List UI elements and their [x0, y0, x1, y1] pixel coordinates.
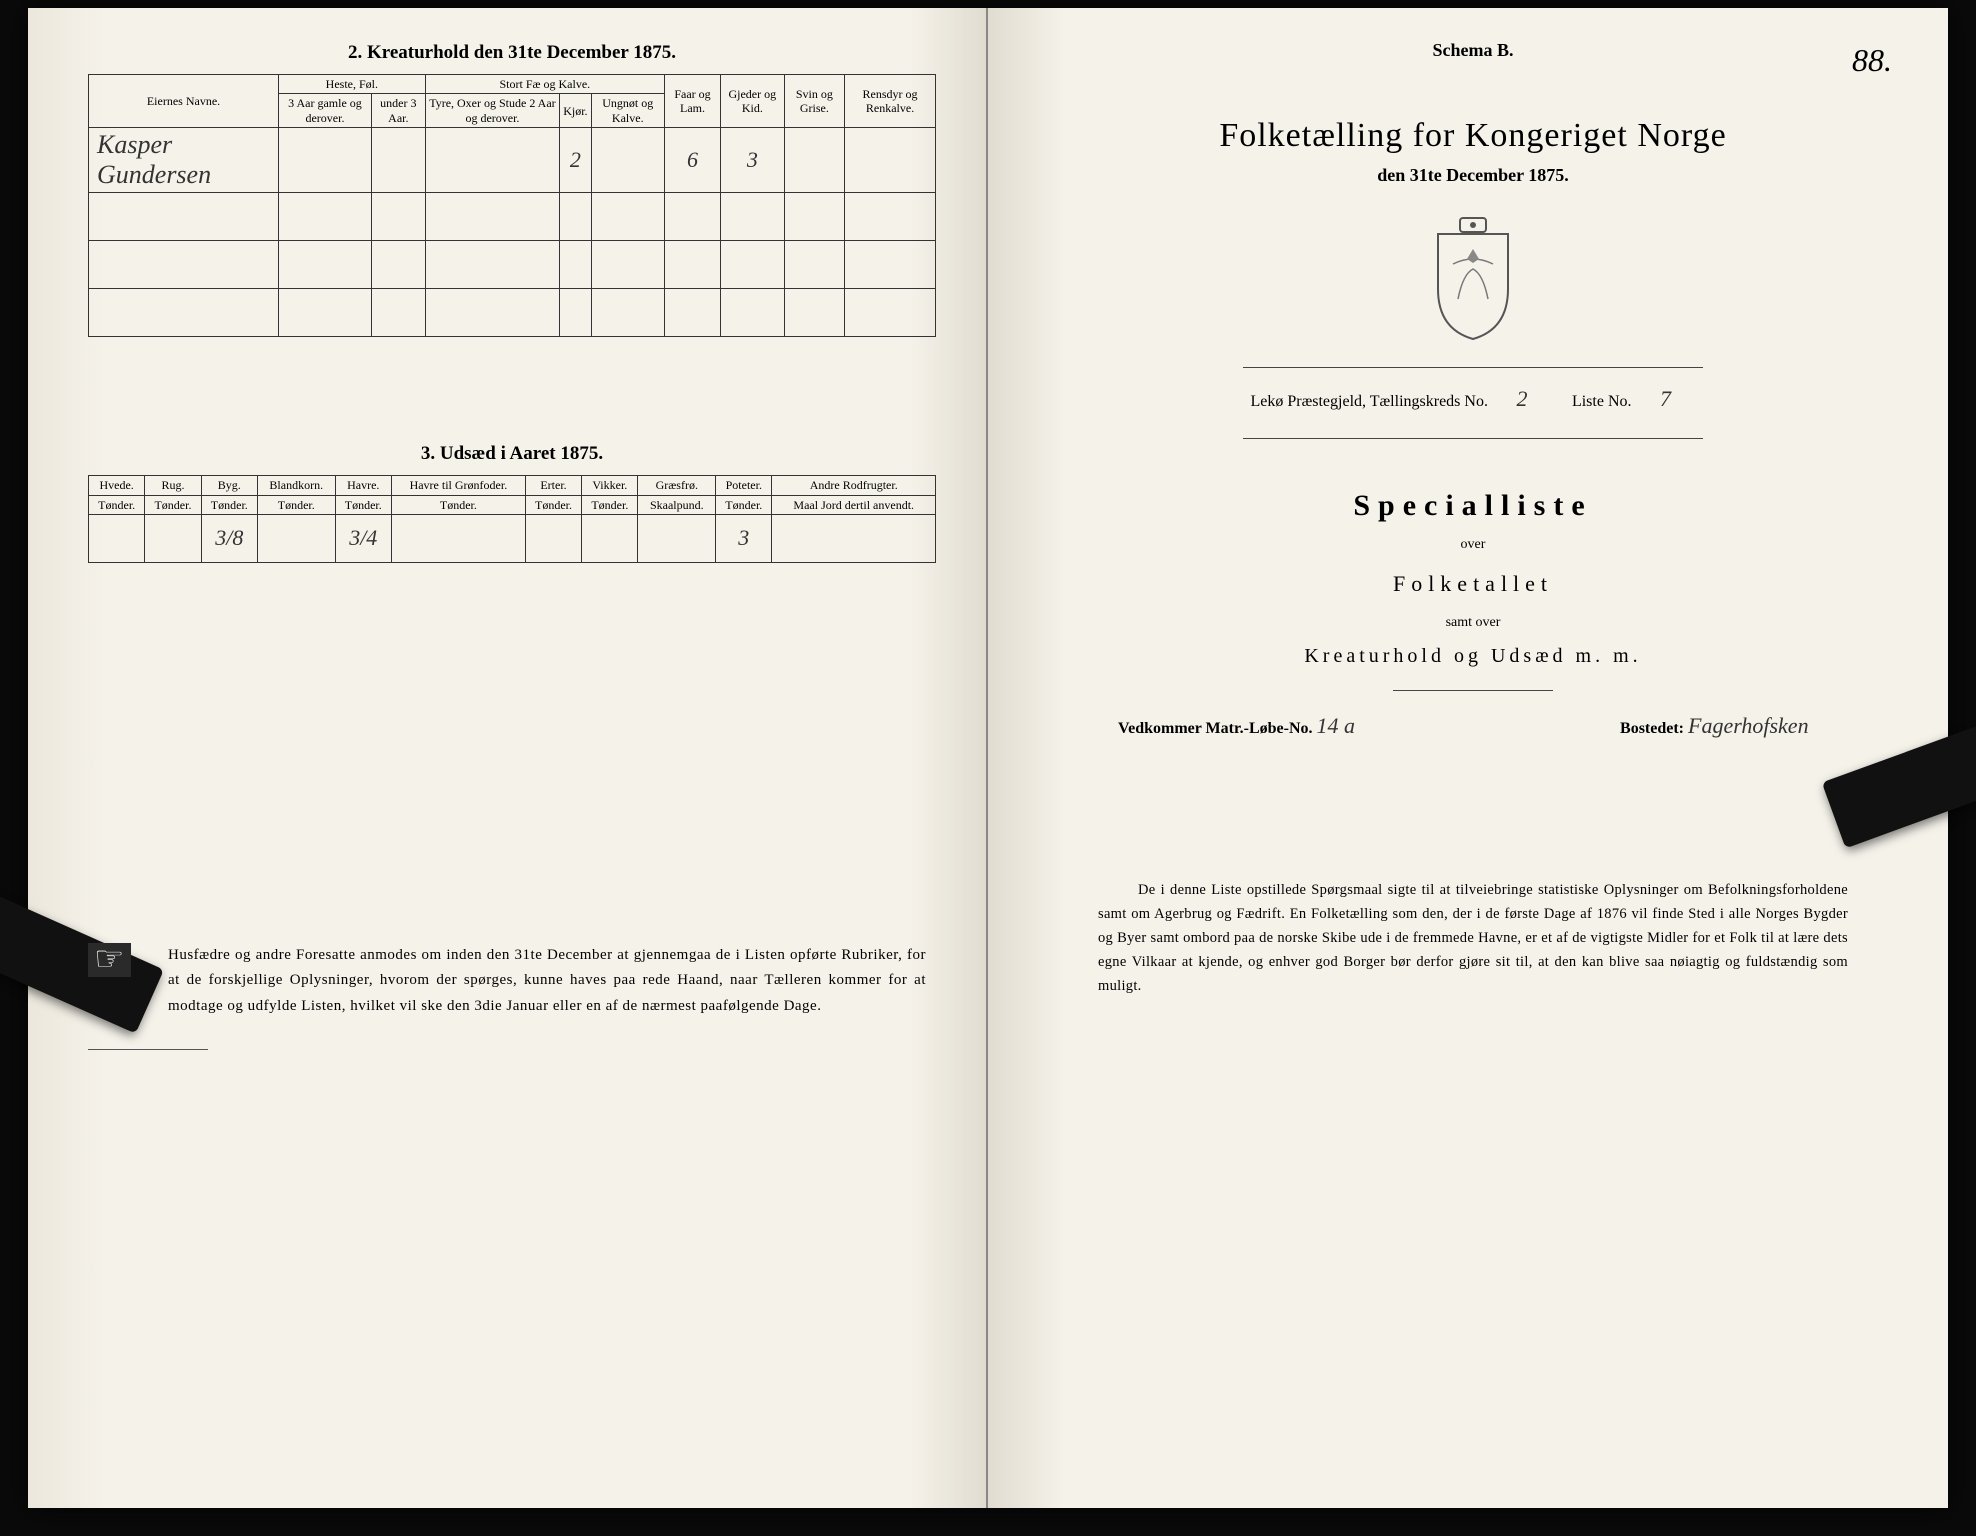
vedkommer-line: Vedkommer Matr.-Løbe-No. 14 a Bostedet: …: [1118, 713, 1828, 739]
seed-sub-3: Tønder.: [257, 495, 335, 514]
col-sheep: Faar og Lam.: [664, 75, 720, 128]
col-group-cattle: Stort Fæ og Kalve.: [425, 75, 664, 94]
seed-sub-8: Skaalpund.: [638, 495, 716, 514]
seed-sub-6: Tønder.: [525, 495, 581, 514]
col-owner: Eiernes Navne.: [89, 75, 279, 128]
samt-label: samt over: [1058, 615, 1888, 631]
col-goat: Gjeder og Kid.: [721, 75, 785, 128]
folketallet-heading: Folketallet: [1058, 571, 1888, 597]
seed-col-4: Havre.: [335, 476, 391, 495]
col-c1: Tyre, Oxer og Stude 2 Aar og derover.: [425, 94, 560, 128]
right-footnote: De i denne Liste opstillede Spørgsmaal s…: [1098, 879, 1848, 999]
divider: [1243, 367, 1703, 368]
footnote-text: Husfædre og andre Foresatte anmodes om i…: [168, 947, 926, 1014]
section3-title: 3. Udsæd i Aaret 1875.: [88, 443, 936, 465]
table-row: Kasper Gundersen 2 6 3: [89, 128, 936, 193]
pointing-hand-icon: ☞: [88, 943, 131, 977]
col-pig: Svin og Grise.: [784, 75, 845, 128]
seed-col-9: Poteter.: [716, 476, 772, 495]
bostedet-label: Bostedet:: [1620, 720, 1684, 737]
coat-of-arms-icon: [1058, 214, 1888, 349]
section2-title: 2. Kreaturhold den 31te December 1875.: [88, 42, 936, 64]
col-c3: Ungnøt og Kalve.: [591, 94, 664, 128]
sheep-cell: 6: [664, 128, 720, 193]
seed-sub-0: Tønder.: [89, 495, 145, 514]
seed-sub-7: Tønder.: [582, 495, 638, 514]
liste-no: 7: [1646, 386, 1686, 412]
vedk-label: Vedkommer Matr.-Løbe-No.: [1118, 720, 1313, 737]
specialliste-heading: Specialliste: [1058, 489, 1888, 523]
seed-col-7: Vikker.: [582, 476, 638, 495]
matr-no: 14 a: [1317, 713, 1457, 739]
divider: [88, 1049, 208, 1050]
page-holder-right: [1822, 718, 1976, 849]
seed-sub-10: Maal Jord dertil anvendt.: [772, 495, 936, 514]
seed-col-3: Blandkorn.: [257, 476, 335, 495]
byg-cell: 3/8: [201, 514, 257, 562]
table-row: [89, 241, 936, 289]
col-rein: Rensdyr og Renkalve.: [845, 75, 936, 128]
col-group-horse: Heste, Føl.: [279, 75, 426, 94]
seed-sub-9: Tønder.: [716, 495, 772, 514]
havre-cell: 3/4: [335, 514, 391, 562]
parish-line: Lekø Præstegjeld, Tællingskreds No. 2 Li…: [1058, 386, 1888, 412]
col-h2: under 3 Aar.: [371, 94, 425, 128]
schema-label: Schema B.: [1058, 40, 1888, 61]
seed-table: Hvede. Rug. Byg. Blandkorn. Havre. Havre…: [88, 475, 936, 563]
seed-sub-1: Tønder.: [145, 495, 201, 514]
main-title: Folketælling for Kongeriget Norge: [1058, 117, 1888, 155]
liste-label: Liste No.: [1572, 393, 1632, 410]
left-page: 2. Kreaturhold den 31te December 1875. E…: [28, 8, 988, 1508]
kjor-cell: 2: [560, 128, 591, 193]
seed-col-0: Hvede.: [89, 476, 145, 495]
seed-col-10: Andre Rodfrugter.: [772, 476, 936, 495]
seed-col-6: Erter.: [525, 476, 581, 495]
kreds-prefix: Lekø Præstegjeld, Tællingskreds No.: [1250, 393, 1487, 410]
right-page: Schema B. 88. Folketælling for Kongerige…: [988, 8, 1948, 1508]
subtitle: den 31te December 1875.: [1058, 165, 1888, 186]
seed-sub-2: Tønder.: [201, 495, 257, 514]
poteter-cell: 3: [716, 514, 772, 562]
divider: [1243, 438, 1703, 439]
divider: [1393, 690, 1553, 691]
seed-col-1: Rug.: [145, 476, 201, 495]
table-row: [89, 289, 936, 337]
owner-cell: Kasper Gundersen: [89, 128, 279, 193]
seed-sub-5: Tønder.: [391, 495, 525, 514]
over-label: over: [1058, 537, 1888, 553]
livestock-table: Eiernes Navne. Heste, Føl. Stort Fæ og K…: [88, 74, 936, 337]
bostedet-value: Fagerhofsken: [1688, 713, 1828, 739]
kreds-no: 2: [1502, 386, 1542, 412]
col-h1: 3 Aar gamle og derover.: [279, 94, 372, 128]
goat-cell: 3: [721, 128, 785, 193]
table-row: 3/8 3/4 3: [89, 514, 936, 562]
page-number: 88.: [1852, 42, 1892, 79]
book-spread: 2. Kreaturhold den 31te December 1875. E…: [28, 8, 1948, 1508]
table-row: [89, 193, 936, 241]
seed-col-5: Havre til Grønfoder.: [391, 476, 525, 495]
seed-col-8: Græsfrø.: [638, 476, 716, 495]
col-c2: Kjør.: [560, 94, 591, 128]
seed-col-2: Byg.: [201, 476, 257, 495]
kreaturhold-heading: Kreaturhold og Udsæd m. m.: [1058, 645, 1888, 668]
seed-sub-4: Tønder.: [335, 495, 391, 514]
left-footnote: ☞ Husfædre og andre Foresatte anmodes om…: [88, 943, 936, 1020]
